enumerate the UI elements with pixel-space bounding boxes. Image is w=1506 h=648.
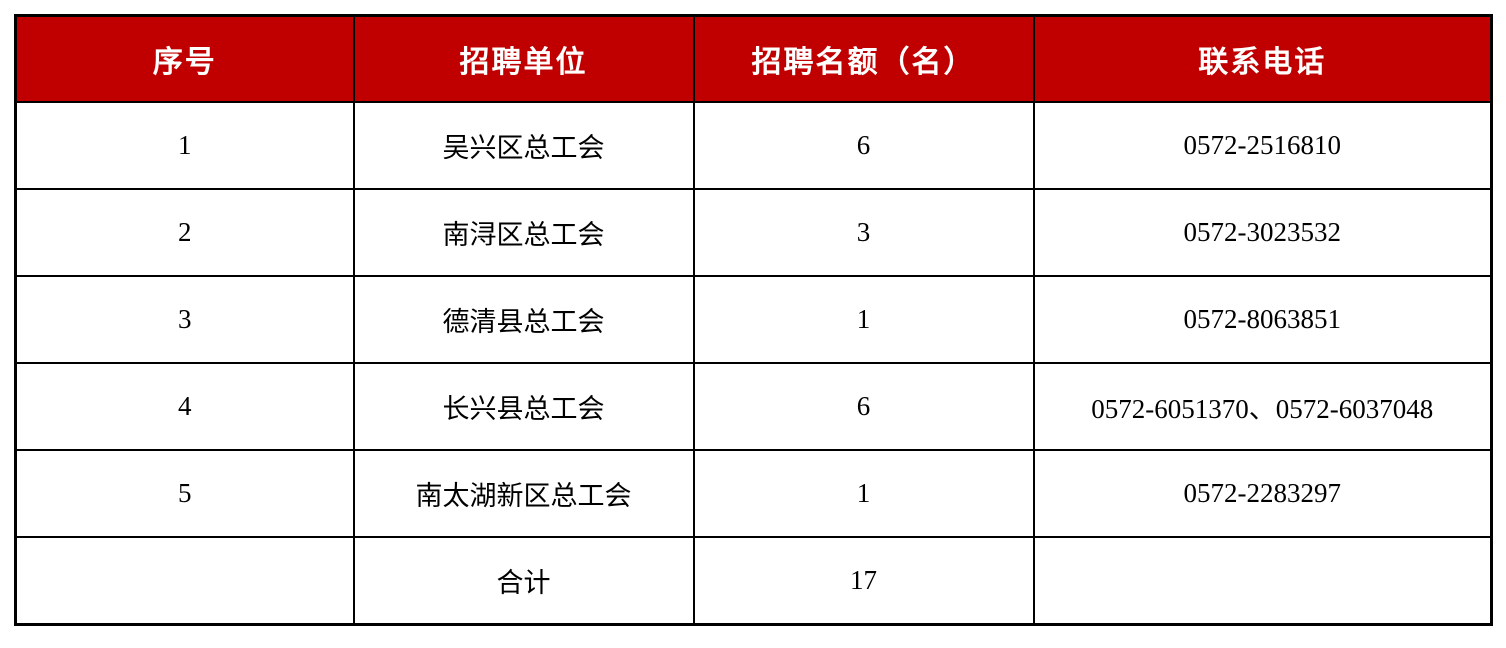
cell-unit: 南太湖新区总工会 <box>352 449 695 538</box>
cell-unit: 长兴县总工会 <box>352 362 695 451</box>
cell-index: 3 <box>14 275 355 364</box>
cell-phone: 0572-2283297 <box>1032 449 1493 538</box>
cell-index <box>14 536 355 626</box>
recruitment-contact-table: 序号 招聘单位 招聘名额（名） 联系电话 1 吴兴区总工会 6 0572-251681… <box>14 14 1493 626</box>
table-row: 4 长兴县总工会 6 0572-6051370、0572-6037048 <box>14 362 1493 451</box>
cell-phone <box>1032 536 1493 626</box>
cell-phone: 0572-3023532 <box>1032 188 1493 277</box>
cell-index: 5 <box>14 449 355 538</box>
table-header: 序号 招聘单位 招聘名额（名） 联系电话 <box>14 14 1493 103</box>
header-cell-unit: 招聘单位 <box>352 14 695 103</box>
cell-unit: 吴兴区总工会 <box>352 101 695 190</box>
table-row: 5 南太湖新区总工会 1 0572-2283297 <box>14 449 1493 538</box>
cell-quota: 17 <box>692 536 1035 626</box>
cell-quota: 1 <box>692 449 1035 538</box>
table-body: 1 吴兴区总工会 6 0572-2516810 2 南浔区总工会 3 0572-3023532… <box>14 101 1493 626</box>
cell-index: 2 <box>14 188 355 277</box>
header-cell-quota: 招聘名额（名） <box>692 14 1035 103</box>
cell-quota: 6 <box>692 101 1035 190</box>
total-row: 合计 17 <box>14 536 1493 626</box>
cell-quota: 3 <box>692 188 1035 277</box>
cell-index: 1 <box>14 101 355 190</box>
table-row: 2 南浔区总工会 3 0572-3023532 <box>14 188 1493 277</box>
cell-phone: 0572-6051370、0572-6037048 <box>1032 362 1493 451</box>
cell-unit: 南浔区总工会 <box>352 188 695 277</box>
header-row: 序号 招聘单位 招聘名额（名） 联系电话 <box>14 14 1493 103</box>
cell-quota: 1 <box>692 275 1035 364</box>
table-row: 1 吴兴区总工会 6 0572-2516810 <box>14 101 1493 190</box>
header-cell-phone: 联系电话 <box>1032 14 1493 103</box>
cell-unit: 德清县总工会 <box>352 275 695 364</box>
cell-phone: 0572-8063851 <box>1032 275 1493 364</box>
cell-phone: 0572-2516810 <box>1032 101 1493 190</box>
header-cell-index: 序号 <box>14 14 355 103</box>
cell-unit: 合计 <box>352 536 695 626</box>
cell-quota: 6 <box>692 362 1035 451</box>
cell-index: 4 <box>14 362 355 451</box>
table-row: 3 德清县总工会 1 0572-8063851 <box>14 275 1493 364</box>
